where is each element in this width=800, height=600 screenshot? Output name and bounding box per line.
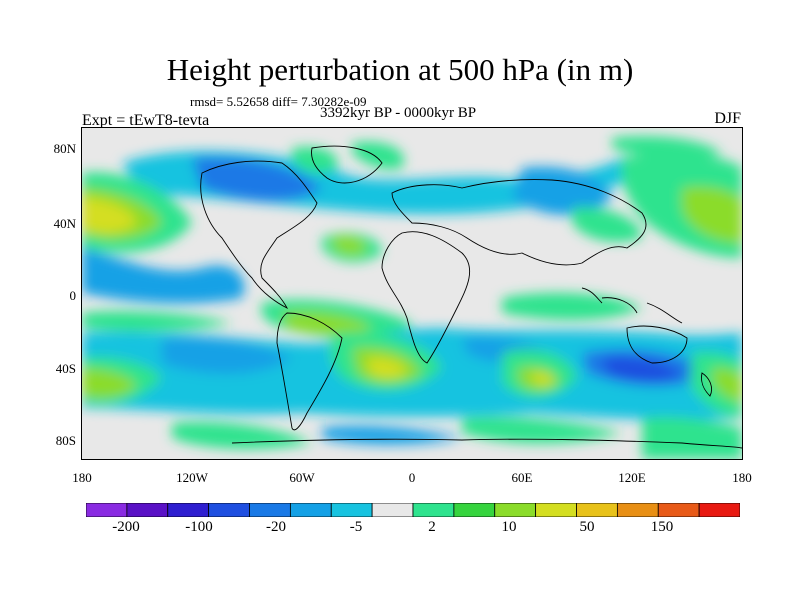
lat-label-0: 0 bbox=[69, 288, 77, 303]
colorbar-swatch bbox=[657, 503, 700, 517]
lat-label-80n: 80N bbox=[53, 141, 76, 156]
colorbar-swatch bbox=[208, 503, 250, 517]
colorbar-swatch bbox=[289, 503, 332, 517]
colorbar-swatch bbox=[249, 503, 291, 517]
colorbar-label: -20 bbox=[266, 519, 286, 535]
colorbar-swatch bbox=[126, 503, 169, 517]
colorbar-swatch bbox=[576, 503, 618, 517]
map-panel bbox=[81, 127, 743, 460]
colorbar-swatch bbox=[535, 503, 577, 517]
plot-title: Height perturbation at 500 hPa (in m) bbox=[166, 52, 634, 87]
lon-label-180e: 180 bbox=[732, 470, 752, 485]
lat-label-40n: 40N bbox=[53, 216, 76, 231]
colorbar-label: 150 bbox=[650, 519, 674, 535]
colorbar-swatch bbox=[330, 503, 373, 517]
rmsd-text: rmsd= 5.52658 diff= 7.30282e-09 bbox=[190, 94, 367, 109]
experiment-label: Expt = tEwT8-tevta bbox=[82, 112, 210, 129]
colorbar-label: -5 bbox=[349, 519, 363, 535]
lon-label-180w: 180 bbox=[72, 470, 92, 485]
coastlines bbox=[200, 145, 742, 449]
lon-label-120w: 120W bbox=[176, 470, 208, 485]
lon-label-60w: 60W bbox=[289, 470, 315, 485]
colorbar-label: 2 bbox=[428, 519, 436, 535]
colorbar-swatch bbox=[86, 503, 128, 517]
lat-label-80s: 80S bbox=[55, 433, 76, 448]
colorbar-swatch bbox=[412, 503, 455, 517]
period-text: 3392kyr BP - 0000kyr BP bbox=[320, 105, 477, 121]
colorbar-label: -200 bbox=[112, 519, 140, 535]
colorbar-label: 50 bbox=[579, 519, 595, 535]
colorbar-swatch bbox=[616, 503, 659, 517]
colorbar-label: -100 bbox=[185, 519, 213, 535]
height-field bbox=[82, 136, 742, 459]
season-label: DJF bbox=[714, 110, 741, 127]
lon-label-60e: 60E bbox=[511, 470, 533, 485]
lat-label-40s: 40S bbox=[55, 361, 76, 376]
colorbar-swatch bbox=[494, 503, 537, 517]
world-map bbox=[82, 128, 742, 459]
colorbar-swatch bbox=[167, 503, 210, 517]
lon-label-120e: 120E bbox=[618, 470, 646, 485]
colorbar-swatch bbox=[371, 503, 414, 517]
colorbar-swatch bbox=[453, 503, 496, 517]
colorbar-label: 10 bbox=[501, 519, 517, 535]
lon-label-0: 0 bbox=[408, 470, 416, 485]
colorbar-swatch bbox=[698, 503, 740, 517]
colorbar bbox=[86, 503, 740, 517]
